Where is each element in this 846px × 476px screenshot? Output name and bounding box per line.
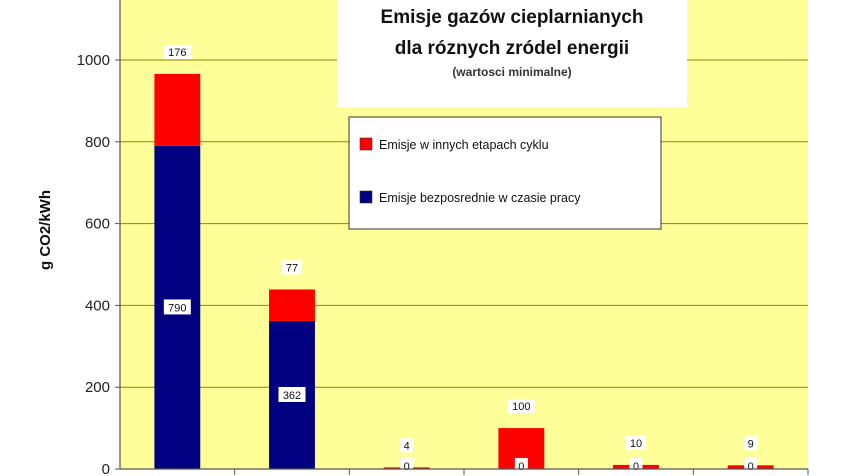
- data-label-direct: 362: [283, 390, 301, 402]
- data-label-bg: [507, 399, 535, 414]
- bar-other-stages: [154, 73, 201, 146]
- data-label-bg: [278, 386, 306, 402]
- legend-box: [348, 116, 662, 230]
- y-axis-label: g CO2/kWh: [37, 190, 54, 270]
- data-label-other-stages: 9: [748, 438, 754, 450]
- data-label-direct: 0: [404, 461, 410, 473]
- y-tick-label: 0: [102, 461, 110, 476]
- data-label-other-stages: 10: [630, 438, 642, 450]
- chart-subtitle: (wartosci minimalne): [452, 65, 571, 79]
- y-tick-label: 1000: [77, 52, 110, 69]
- legend-label-other-stages: Emisje w innych etapach cyklu: [379, 138, 549, 152]
- title-box: [337, 0, 687, 107]
- chart-title-line2: dla róznych zródel energii: [395, 38, 629, 59]
- y-tick-label: 200: [85, 379, 110, 396]
- data-label-direct: 0: [633, 461, 639, 473]
- data-label-bg: [626, 435, 646, 450]
- legend-swatch-other-stages: [359, 137, 373, 151]
- data-label-other-stages: 4: [404, 440, 410, 452]
- data-label-bg: [400, 438, 414, 453]
- data-label-bg: [163, 299, 191, 315]
- data-label-bg: [282, 260, 302, 275]
- data-label-direct: 790: [168, 302, 186, 314]
- data-label-bg: [163, 44, 191, 59]
- data-label-bg: [744, 436, 758, 451]
- data-label-direct: 0: [518, 461, 524, 473]
- y-tick-label: 600: [85, 216, 110, 233]
- bar-other-stages: [269, 289, 315, 321]
- legend-swatch-direct: [359, 190, 373, 204]
- data-label-other-stages: 77: [286, 262, 298, 274]
- y-tick-label: 400: [85, 297, 110, 314]
- data-label-other-stages: 100: [512, 401, 530, 413]
- chart-title: Emisje gazów cieplarnianych: [381, 7, 644, 28]
- data-label-other-stages: 176: [168, 47, 186, 59]
- y-tick-label: 800: [85, 134, 110, 151]
- legend-label-direct: Emisje bezposrednie w czasie pracy: [379, 191, 581, 205]
- data-label-direct: 0: [748, 461, 754, 473]
